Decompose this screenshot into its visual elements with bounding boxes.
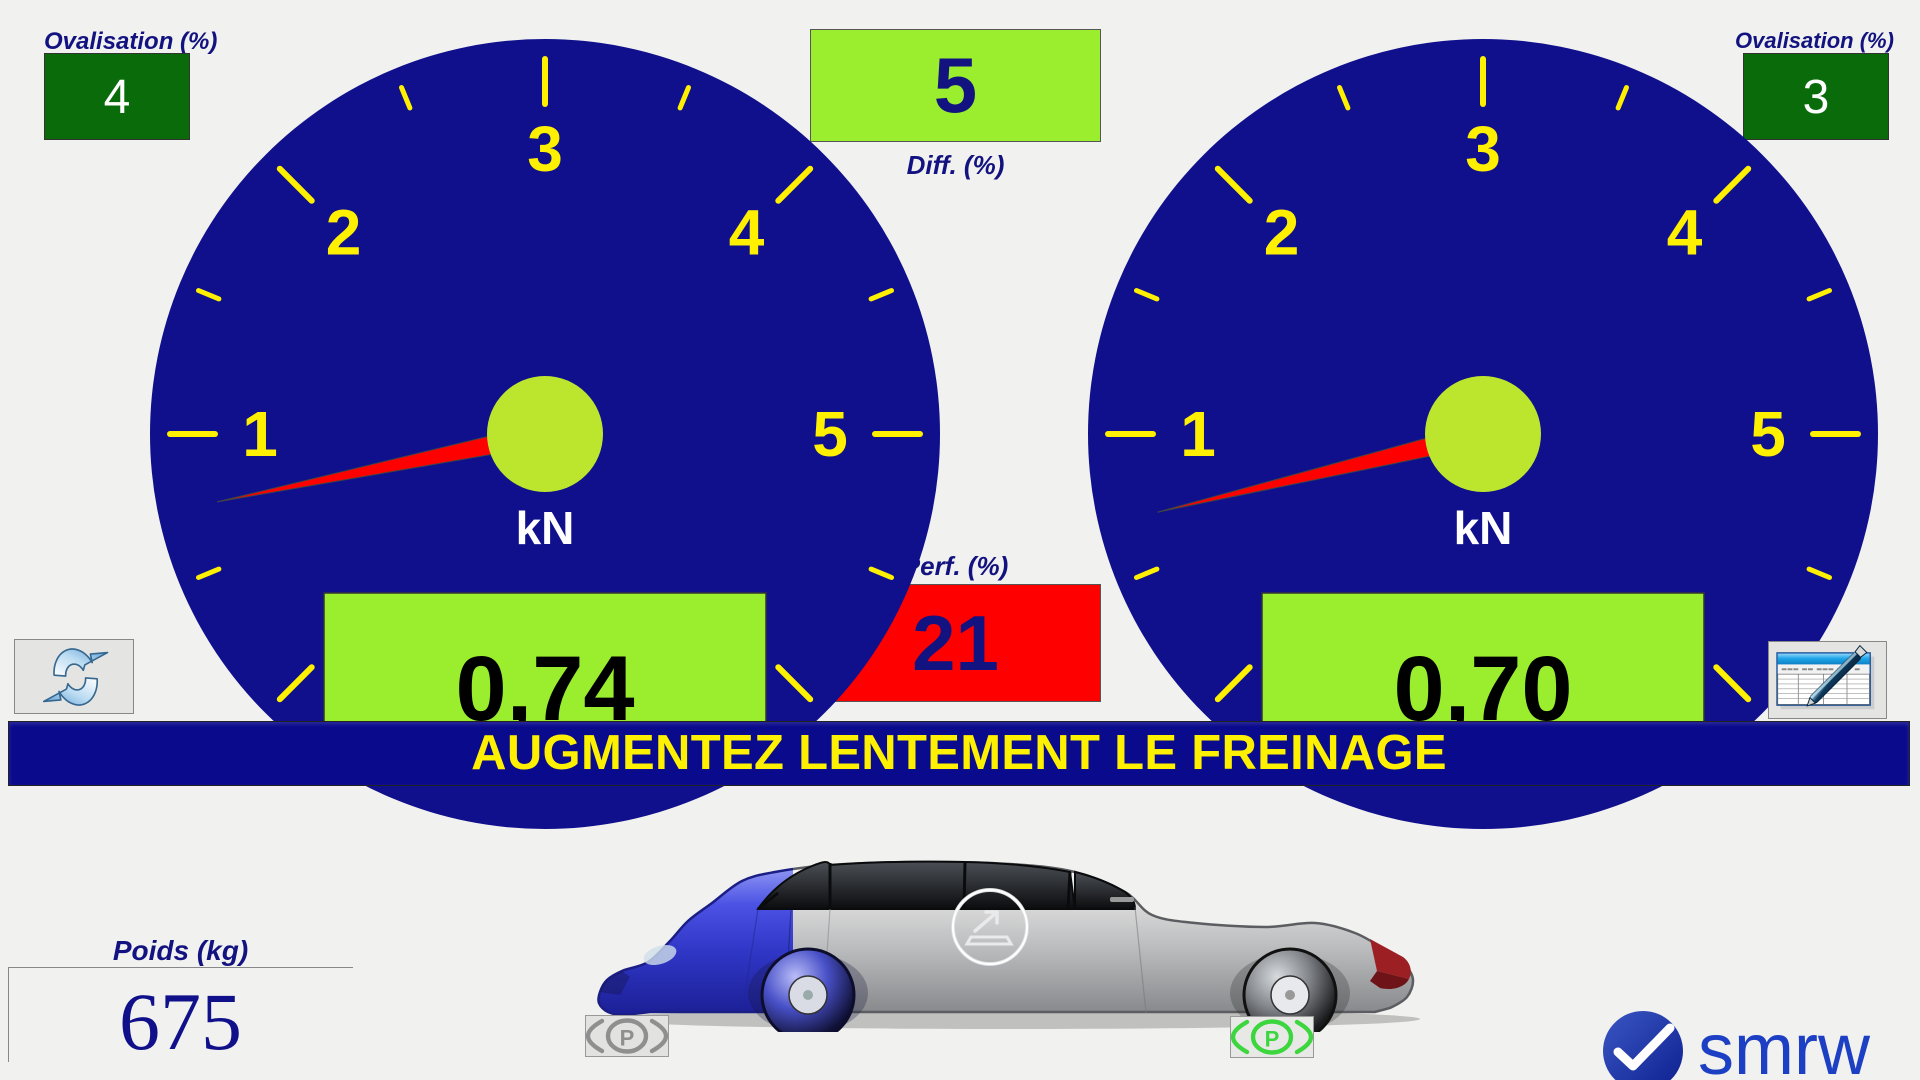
svg-text:4: 4 — [1667, 197, 1703, 269]
svg-text:3: 3 — [1465, 113, 1501, 185]
svg-text:4: 4 — [729, 197, 765, 269]
svg-text:2: 2 — [326, 197, 362, 269]
svg-text:5: 5 — [812, 398, 848, 470]
svg-text:5: 5 — [1750, 398, 1786, 470]
svg-text:1: 1 — [242, 398, 278, 470]
svg-text:kN: kN — [1454, 502, 1513, 554]
svg-text:kN: kN — [516, 502, 575, 554]
svg-text:2: 2 — [1264, 197, 1300, 269]
svg-text:1: 1 — [1180, 398, 1216, 470]
svg-text:P: P — [620, 1026, 635, 1051]
svg-text:3: 3 — [527, 113, 563, 185]
svg-text:P: P — [1265, 1027, 1280, 1052]
svg-text:smrw: smrw — [1698, 1010, 1871, 1080]
